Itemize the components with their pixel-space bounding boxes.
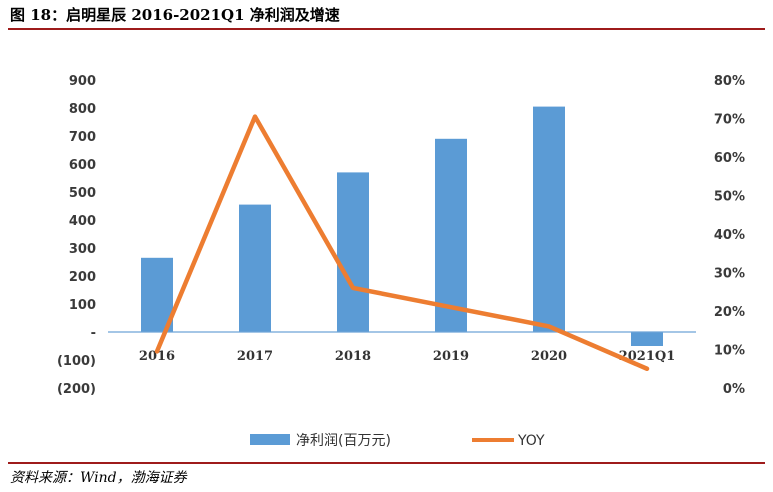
x-tick-label: 2020	[531, 349, 567, 364]
net-profit-bar	[239, 204, 271, 332]
x-tick-label: 2018	[335, 349, 371, 364]
left-tick-label: -	[91, 326, 96, 341]
left-tick-label: (100)	[57, 354, 96, 369]
right-tick-label: 30%	[714, 267, 745, 282]
left-tick-label: (200)	[57, 382, 96, 397]
left-tick-label: 100	[69, 298, 96, 313]
left-tick-label: 500	[69, 186, 96, 201]
left-axis-ticks: 900 800 700 600 500 400 300 200 100 - (100) (200)	[57, 74, 96, 397]
left-tick-label: 600	[69, 158, 96, 173]
left-tick-label: 200	[69, 270, 96, 285]
legend: 净利润(百万元) YOY	[250, 433, 545, 449]
right-tick-label: 10%	[714, 344, 745, 359]
legend-swatch-net-profit	[250, 434, 290, 445]
left-tick-label: 800	[69, 102, 96, 117]
right-tick-label: 0%	[723, 382, 745, 397]
source-rule	[8, 462, 765, 464]
left-tick-label: 300	[69, 242, 96, 257]
x-axis-ticks: 2016 2017 2018 2019 2020 2021Q1	[139, 349, 675, 364]
net-profit-bar	[141, 257, 173, 332]
left-tick-label: 900	[69, 74, 96, 89]
net-profit-bars	[141, 106, 663, 346]
net-profit-bar	[435, 138, 467, 332]
yoy-line-series	[154, 114, 650, 371]
left-tick-label: 400	[69, 214, 96, 229]
figure-title: 图 18：启明星辰 2016-2021Q1 净利润及增速	[10, 6, 340, 24]
legend-label-yoy: YOY	[517, 433, 545, 449]
net-profit-bar	[337, 172, 369, 332]
right-tick-label: 40%	[714, 228, 745, 243]
right-tick-label: 60%	[714, 151, 745, 166]
net-profit-bar	[631, 332, 663, 346]
right-tick-label: 20%	[714, 305, 745, 320]
legend-label-net-profit: 净利润(百万元)	[296, 433, 391, 449]
x-tick-label: 2019	[433, 349, 469, 364]
yoy-line	[154, 114, 650, 371]
right-axis-ticks: 80% 70% 60% 50% 40% 30% 20% 10% 0%	[714, 74, 745, 397]
x-tick-label: 2017	[237, 349, 273, 364]
source-note: 资料来源：Wind，渤海证券	[10, 470, 187, 486]
left-tick-label: 700	[69, 130, 96, 145]
net-profit-chart: 900 800 700 600 500 400 300 200 100 - (100) (200) 8…	[57, 74, 745, 449]
right-tick-label: 70%	[714, 113, 745, 128]
x-tick-label: 2016	[139, 349, 175, 364]
right-tick-label: 50%	[714, 190, 745, 205]
net-profit-bar	[533, 106, 565, 332]
right-tick-label: 80%	[714, 74, 745, 89]
title-rule	[8, 28, 765, 30]
